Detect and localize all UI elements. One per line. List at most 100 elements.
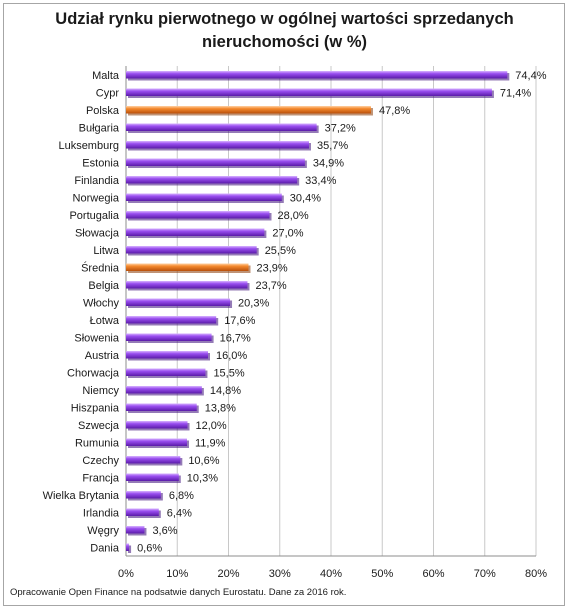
x-tick-label: 80% bbox=[525, 568, 547, 580]
x-tick-label: 0% bbox=[118, 568, 134, 580]
bar bbox=[126, 368, 206, 376]
category-label: Włochy bbox=[83, 297, 120, 309]
category-label: Słowenia bbox=[74, 332, 120, 344]
category-label: Wielka Brytania bbox=[43, 490, 120, 502]
value-label: 23,9% bbox=[256, 262, 287, 274]
category-label: Średnia bbox=[81, 261, 120, 274]
value-label: 16,0% bbox=[216, 350, 247, 362]
value-label: 30,4% bbox=[290, 192, 321, 204]
category-label: Malta bbox=[92, 70, 120, 82]
category-label: Dania bbox=[90, 542, 120, 554]
bar bbox=[126, 211, 270, 219]
bar bbox=[126, 106, 371, 114]
category-label: Niemcy bbox=[82, 385, 119, 397]
bar bbox=[126, 263, 249, 271]
bar bbox=[126, 403, 197, 411]
bar bbox=[126, 456, 181, 464]
bar bbox=[126, 88, 492, 96]
category-label: Węgry bbox=[87, 525, 119, 537]
bar bbox=[126, 246, 257, 254]
value-label: 33,4% bbox=[305, 175, 336, 187]
category-label: Hiszpania bbox=[71, 402, 120, 414]
category-label: Estonia bbox=[82, 157, 120, 169]
value-label: 37,2% bbox=[325, 122, 356, 134]
chart-frame bbox=[3, 3, 565, 606]
category-label: Szwecja bbox=[78, 420, 120, 432]
value-label: 13,8% bbox=[205, 402, 236, 414]
category-label: Polska bbox=[86, 105, 120, 117]
category-label: Łotwa bbox=[90, 315, 120, 327]
category-label: Luksemburg bbox=[58, 140, 119, 152]
x-tick-label: 50% bbox=[371, 568, 393, 580]
category-label: Austria bbox=[85, 350, 120, 362]
bar bbox=[126, 281, 248, 289]
bar-shadow bbox=[128, 545, 132, 553]
value-label: 15,5% bbox=[213, 367, 244, 379]
source-note: Opracowanie Open Finance na podsatwie da… bbox=[10, 587, 347, 598]
value-label: 10,6% bbox=[188, 455, 219, 467]
bar bbox=[126, 508, 159, 516]
value-label: 47,8% bbox=[379, 105, 410, 117]
category-label: Norwegia bbox=[73, 192, 120, 204]
value-label: 6,4% bbox=[167, 507, 192, 519]
value-label: 34,9% bbox=[313, 157, 344, 169]
category-label: Portugalia bbox=[69, 210, 119, 222]
value-label: 3,6% bbox=[152, 525, 177, 537]
value-label: 23,7% bbox=[255, 280, 286, 292]
bar bbox=[126, 123, 317, 131]
value-label: 14,8% bbox=[210, 385, 241, 397]
bar bbox=[126, 491, 161, 499]
bar bbox=[126, 333, 212, 341]
bar bbox=[126, 386, 202, 394]
x-tick-label: 40% bbox=[320, 568, 342, 580]
value-label: 35,7% bbox=[317, 140, 348, 152]
bar bbox=[126, 473, 179, 481]
bar bbox=[126, 158, 305, 166]
category-label: Chorwacja bbox=[67, 367, 120, 379]
category-label: Słowacja bbox=[75, 227, 120, 239]
value-label: 71,4% bbox=[500, 87, 531, 99]
x-tick-label: 60% bbox=[422, 568, 444, 580]
value-label: 6,8% bbox=[169, 490, 194, 502]
bar bbox=[126, 141, 309, 149]
bar bbox=[126, 543, 130, 551]
value-label: 16,7% bbox=[220, 332, 251, 344]
value-label: 27,0% bbox=[272, 227, 303, 239]
bar bbox=[126, 298, 231, 306]
x-tick-label: 70% bbox=[474, 568, 496, 580]
value-label: 0,6% bbox=[137, 542, 162, 554]
value-label: 10,3% bbox=[187, 472, 218, 484]
category-label: Bułgaria bbox=[79, 122, 120, 134]
bar bbox=[126, 193, 282, 201]
value-label: 74,4% bbox=[515, 70, 546, 82]
value-label: 12,0% bbox=[196, 420, 227, 432]
bar bbox=[126, 421, 188, 429]
bar bbox=[126, 71, 508, 79]
bars bbox=[126, 71, 510, 553]
value-label: 11,9% bbox=[195, 437, 226, 449]
category-label: Belgia bbox=[88, 280, 119, 292]
chart-title-line-2: nieruchomości (w %) bbox=[201, 33, 368, 51]
x-tick-label: 20% bbox=[217, 568, 239, 580]
bar bbox=[126, 316, 217, 324]
category-label: Litwa bbox=[93, 245, 120, 257]
labels: 0% 10% 20% 30% 40% 50% 60% 70% 80% Malta 74,4% Cypr… bbox=[43, 70, 548, 580]
bar bbox=[126, 438, 187, 446]
bar bbox=[126, 176, 298, 184]
value-label: 28,0% bbox=[278, 210, 309, 222]
value-label: 25,5% bbox=[265, 245, 296, 257]
chart-title: Udział rynku pierwotnego w ogólnej warto… bbox=[0, 8, 569, 54]
bar bbox=[126, 526, 145, 534]
chart-title-line-1: Udział rynku pierwotnego w ogólnej warto… bbox=[55, 10, 514, 28]
category-label: Rumunia bbox=[75, 437, 120, 449]
bar bbox=[126, 351, 208, 359]
category-label: Czechy bbox=[82, 455, 119, 467]
category-label: Finlandia bbox=[74, 175, 120, 187]
bar bbox=[126, 228, 265, 236]
category-label: Cypr bbox=[96, 87, 120, 99]
category-label: Irlandia bbox=[83, 507, 120, 519]
value-label: 17,6% bbox=[224, 315, 255, 327]
value-label: 20,3% bbox=[238, 297, 269, 309]
x-tick-label: 10% bbox=[166, 568, 188, 580]
